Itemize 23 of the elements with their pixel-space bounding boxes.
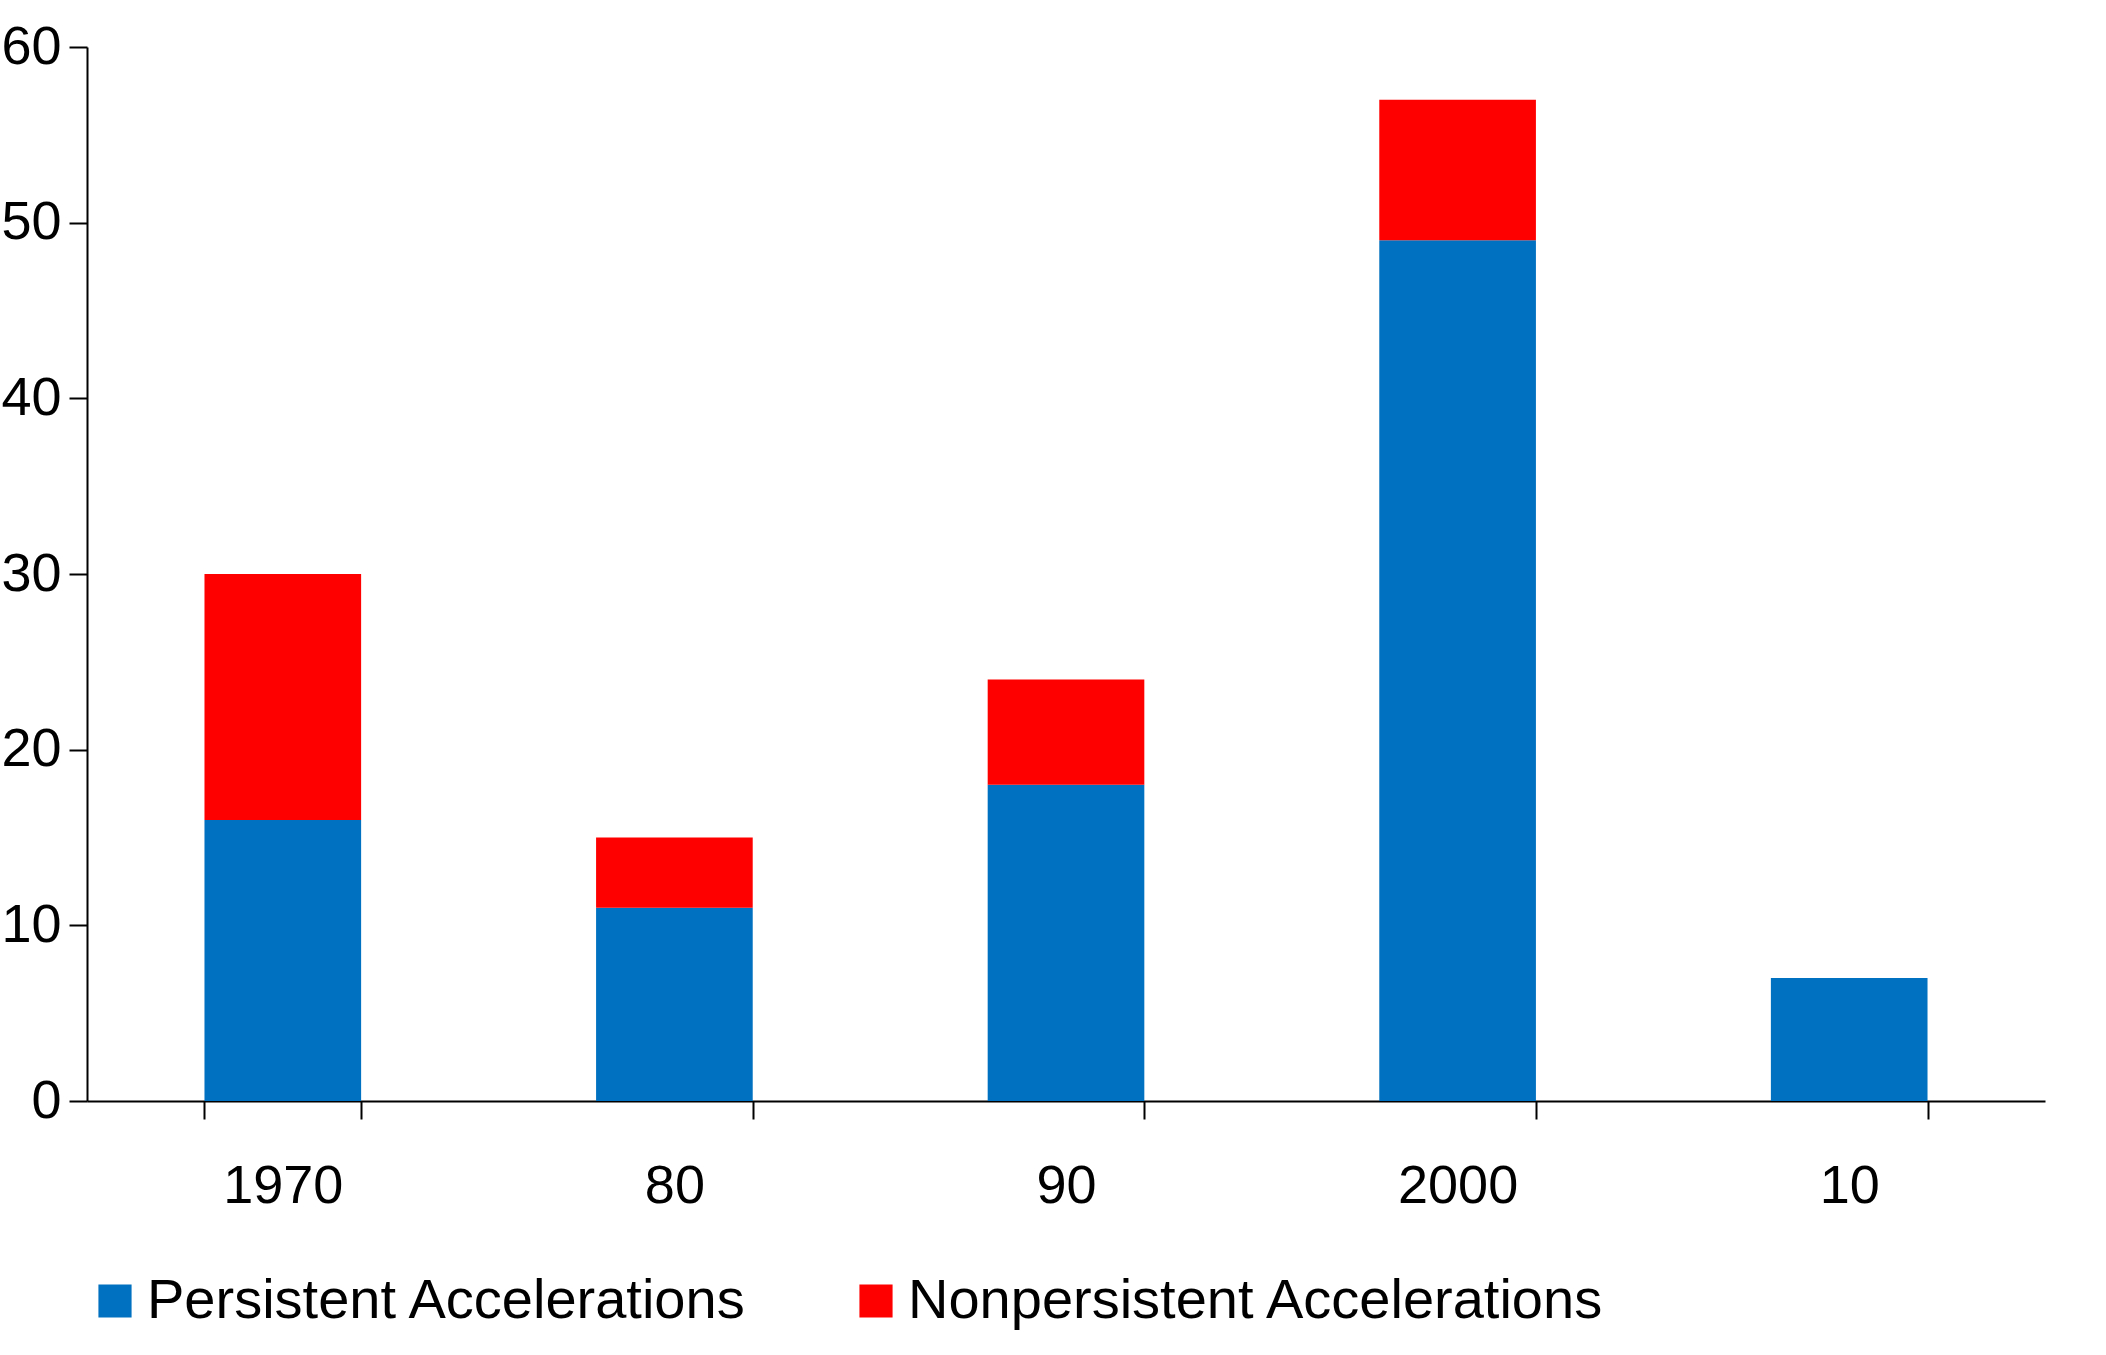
y-tick-label: 60 <box>1 14 62 75</box>
x-tick-label: 2000 <box>1398 1153 1519 1214</box>
legend-label: Nonpersistent Accelerations <box>908 1267 1603 1330</box>
x-tick-label: 90 <box>1036 1153 1097 1214</box>
bar <box>1379 99 1536 241</box>
y-tick-label: 20 <box>1 717 62 778</box>
bar <box>1770 978 1928 1101</box>
x-tick-label: 80 <box>644 1153 705 1214</box>
legend-label: Persistent Accelerations <box>147 1267 745 1330</box>
y-tick-label: 50 <box>1 190 62 251</box>
y-tick-label: 0 <box>31 1068 62 1129</box>
bar <box>596 837 753 908</box>
bar <box>987 679 1145 785</box>
x-tick-label: 1970 <box>223 1153 344 1214</box>
bar <box>987 784 1145 1101</box>
bar <box>1379 240 1536 1101</box>
bar <box>204 574 362 820</box>
bar <box>204 819 362 1101</box>
y-tick-label: 40 <box>1 365 62 426</box>
y-tick-label: 10 <box>1 892 62 953</box>
bar <box>596 907 753 1101</box>
x-tick-label: 10 <box>1819 1153 1880 1214</box>
y-tick-label: 30 <box>1 541 62 602</box>
